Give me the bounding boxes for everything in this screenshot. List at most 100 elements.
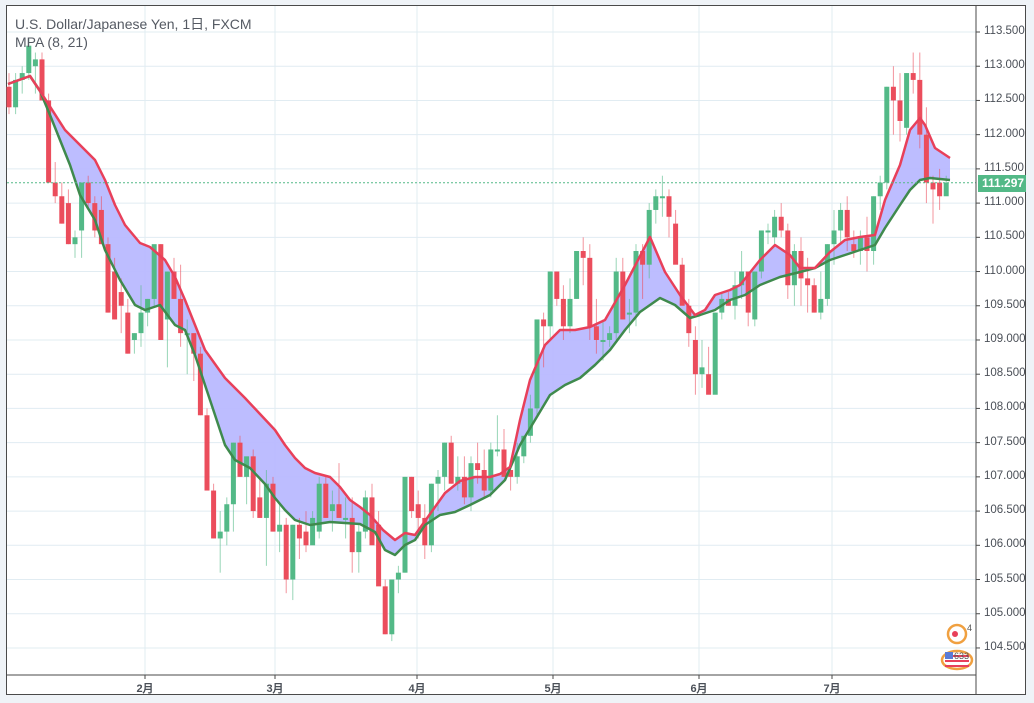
candle-down[interactable] <box>178 298 184 334</box>
candle-up[interactable] <box>79 182 85 231</box>
candle-down[interactable] <box>376 524 382 587</box>
candle-up[interactable] <box>316 483 322 532</box>
candle-up[interactable] <box>455 476 461 484</box>
candle-down[interactable] <box>369 497 375 546</box>
candle-down[interactable] <box>798 251 804 279</box>
candle-up[interactable] <box>607 333 613 340</box>
candle-up[interactable] <box>574 251 580 299</box>
candle-down[interactable] <box>158 244 164 340</box>
candle-down[interactable] <box>211 490 217 539</box>
candle-down[interactable] <box>204 415 210 491</box>
candle-down[interactable] <box>673 223 679 265</box>
candle-up[interactable] <box>871 196 877 252</box>
candle-up[interactable] <box>699 367 705 375</box>
candle-down[interactable] <box>686 305 692 334</box>
candle-up[interactable] <box>514 456 520 477</box>
candle-down[interactable] <box>580 251 586 258</box>
candle-up[interactable] <box>468 463 474 498</box>
candle-down[interactable] <box>409 476 415 512</box>
candle-down[interactable] <box>422 517 428 546</box>
candle-down[interactable] <box>811 285 817 313</box>
candle-down[interactable] <box>890 86 896 101</box>
candle-down[interactable] <box>501 449 507 477</box>
candle-up[interactable] <box>838 209 844 231</box>
candle-up[interactable] <box>527 408 533 436</box>
candle-up[interactable] <box>164 271 170 320</box>
candle-up[interactable] <box>752 271 758 320</box>
candle-up[interactable] <box>224 504 230 532</box>
candle-up[interactable] <box>151 244 157 299</box>
candle-up[interactable] <box>428 483 434 546</box>
candle-up[interactable] <box>547 271 553 327</box>
candle-down[interactable] <box>937 182 943 197</box>
candle-down[interactable] <box>851 244 857 252</box>
candle-down[interactable] <box>283 524 289 580</box>
candle-down[interactable] <box>593 326 599 340</box>
candle-up[interactable] <box>290 524 296 580</box>
candle-down[interactable] <box>923 134 929 183</box>
candle-up[interactable] <box>633 251 639 313</box>
candle-up[interactable] <box>72 237 78 245</box>
candle-down[interactable] <box>475 463 481 471</box>
candle-up[interactable] <box>343 517 349 520</box>
candle-down[interactable] <box>92 203 98 231</box>
candle-down[interactable] <box>112 271 118 320</box>
candle-down[interactable] <box>270 483 276 532</box>
candle-down[interactable] <box>805 278 811 286</box>
candle-down[interactable] <box>666 196 672 217</box>
candle-down[interactable] <box>785 230 791 286</box>
candle-down[interactable] <box>237 442 243 477</box>
candle-down[interactable] <box>303 531 309 546</box>
candle-down[interactable] <box>910 73 916 80</box>
ma-slow-line[interactable] <box>7 74 951 557</box>
candle-up[interactable] <box>772 216 778 238</box>
candle-down[interactable] <box>508 470 514 477</box>
candle-down[interactable] <box>560 298 566 327</box>
candle-up[interactable] <box>824 244 830 299</box>
ma-fast-line[interactable] <box>7 74 951 542</box>
candle-down[interactable] <box>930 182 936 190</box>
candle-up[interactable] <box>732 285 738 306</box>
candle-up[interactable] <box>791 251 797 286</box>
candle-up[interactable] <box>32 59 38 67</box>
candle-up[interactable] <box>488 449 494 491</box>
candle-up[interactable] <box>765 230 771 233</box>
candle-up[interactable] <box>277 524 283 532</box>
candle-down[interactable] <box>98 209 104 245</box>
candle-down[interactable] <box>415 504 421 518</box>
candle-up[interactable] <box>857 237 863 252</box>
candle-up[interactable] <box>13 79 19 108</box>
candle-down[interactable] <box>39 59 45 101</box>
candle-down[interactable] <box>587 257 593 327</box>
candle-up[interactable] <box>395 572 401 580</box>
candle-up[interactable] <box>145 298 151 313</box>
candle-up[interactable] <box>402 476 408 573</box>
candle-down[interactable] <box>897 100 903 121</box>
candle-down[interactable] <box>250 456 256 512</box>
candle-down[interactable] <box>85 182 91 204</box>
candle-up[interactable] <box>435 476 441 484</box>
candle-down[interactable] <box>349 517 355 553</box>
candle-down[interactable] <box>323 483 329 518</box>
candle-down[interactable] <box>336 504 342 518</box>
candle-up[interactable] <box>884 86 890 183</box>
candle-up[interactable] <box>758 230 764 272</box>
candle-up[interactable] <box>217 531 223 539</box>
candle-up[interactable] <box>310 517 316 546</box>
candle-up[interactable] <box>19 73 25 80</box>
candle-up[interactable] <box>131 333 137 340</box>
candle-up[interactable] <box>626 312 632 315</box>
candle-up[interactable] <box>712 312 718 395</box>
candle-up[interactable] <box>818 298 824 313</box>
candle-up[interactable] <box>943 182 949 197</box>
candle-down[interactable] <box>917 79 923 135</box>
candle-down[interactable] <box>541 319 547 327</box>
candle-up[interactable] <box>138 312 144 334</box>
candle-down[interactable] <box>296 524 302 539</box>
candle-up[interactable] <box>653 196 659 210</box>
candle-up[interactable] <box>521 435 527 457</box>
candle-up[interactable] <box>230 442 236 505</box>
candle-up[interactable] <box>263 483 269 518</box>
candle-up[interactable] <box>362 497 368 532</box>
